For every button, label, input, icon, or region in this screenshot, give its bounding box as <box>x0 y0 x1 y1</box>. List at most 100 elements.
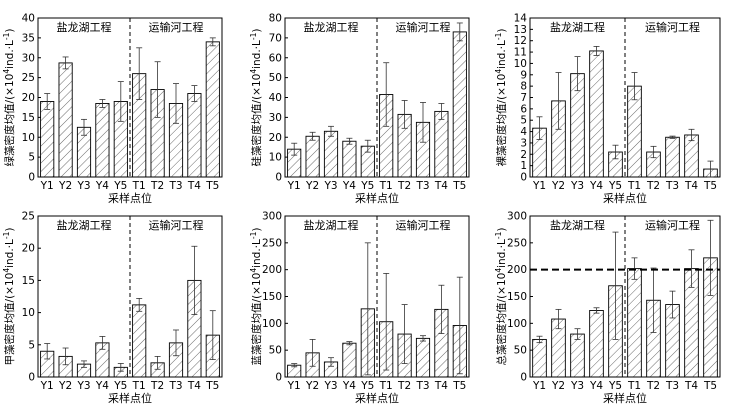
x-tick-label: Y5 <box>113 380 127 392</box>
y-axis-label-part: -1 <box>494 32 503 40</box>
y-tick-label: 9 <box>520 69 527 81</box>
bar-T5 <box>205 41 220 178</box>
y-axis-label-part: -1 <box>249 32 258 40</box>
region-label-left: 盐龙湖工程 <box>550 219 605 232</box>
x-axis-label: 采样点位 <box>108 391 152 405</box>
y-tick-label: 14 <box>514 13 528 25</box>
region-label-right: 运输河工程 <box>396 218 451 232</box>
y-tick-label: 20 <box>22 243 35 255</box>
x-tick-label: Y5 <box>360 380 374 392</box>
bar-T3 <box>665 136 680 178</box>
y-tick-label: 50 <box>514 345 527 357</box>
x-axis-label: 采样点位 <box>603 191 647 205</box>
bar-Y2 <box>305 135 320 178</box>
y-tick-label: 7 <box>520 92 527 104</box>
y-tick-label: 30 <box>22 52 35 64</box>
y-axis-label-part: -1 <box>249 231 258 239</box>
y-tick-label: 40 <box>269 92 282 104</box>
y-axis-label-part: 4 <box>2 268 11 273</box>
x-axis-label: 采样点位 <box>355 191 399 205</box>
x-tick-label: Y1 <box>40 380 54 392</box>
y-axis-label-part: /(×10 <box>496 74 508 104</box>
y-axis-label-part: 蓝藻密度均值 <box>250 302 263 365</box>
x-tick-label: T1 <box>379 180 393 192</box>
y-axis-label-part: 4 <box>494 69 503 74</box>
y-axis-label-part: ) <box>251 228 263 232</box>
y-tick-label: 12 <box>514 35 527 47</box>
y-tick-label: 40 <box>22 13 35 25</box>
bar-T4 <box>434 110 449 178</box>
x-tick-label: Y1 <box>532 180 546 192</box>
bar-T1 <box>132 304 147 378</box>
x-tick-label: T4 <box>187 380 201 392</box>
x-axis-label: 采样点位 <box>603 391 647 405</box>
y-axis-label: 硅藻密度均值/(×104ind.·L-1) <box>249 29 263 167</box>
y-tick-label: 6 <box>520 103 527 115</box>
y-axis-label-part: /(×10 <box>496 273 508 303</box>
x-tick-label: Y3 <box>323 180 337 192</box>
y-axis-label-part: -1 <box>2 231 11 239</box>
bar-Y3 <box>323 130 339 178</box>
bar-T3 <box>415 337 431 378</box>
x-tick-label: T4 <box>434 180 448 192</box>
x-tick-label: Y2 <box>551 180 565 192</box>
region-label-right: 运输河工程 <box>645 218 700 232</box>
x-tick-label: T3 <box>415 180 429 192</box>
x-tick-label: T5 <box>703 180 717 192</box>
x-tick-label: Y1 <box>532 380 546 392</box>
x-tick-label: T2 <box>397 380 411 392</box>
bar-T1 <box>627 268 642 378</box>
y-axis-label: 总藻密度均值/(×104ind.·L-1) <box>494 228 508 366</box>
y-axis-label-part: 绿藻密度均值 <box>3 103 16 166</box>
y-tick-label: 0 <box>28 372 35 384</box>
x-tick-label: T3 <box>665 180 679 192</box>
x-tick-label: Y4 <box>589 180 603 192</box>
x-tick-label: T1 <box>627 380 641 392</box>
y-axis-label-part: 总藻密度均值 <box>495 302 508 365</box>
y-axis-label-part: -1 <box>2 32 11 40</box>
y-tick-label: 35 <box>22 32 35 44</box>
x-tick-label: T2 <box>397 180 411 192</box>
x-axis-label: 采样点位 <box>355 391 399 405</box>
x-tick-label: T5 <box>452 380 466 392</box>
x-tick-label: Y1 <box>40 180 54 192</box>
y-tick-label: 50 <box>269 72 282 84</box>
y-tick-label: 300 <box>507 211 527 223</box>
x-tick-label: T2 <box>646 380 660 392</box>
x-tick-label: Y5 <box>113 180 127 192</box>
y-tick-label: 100 <box>262 318 282 330</box>
y-axis-label-part: ) <box>251 29 263 33</box>
y-axis-label: 裸藻密度均值/(×104ind.·L-1) <box>494 29 508 167</box>
y-tick-label: 150 <box>262 291 282 303</box>
region-label-left: 盐龙湖工程 <box>304 21 359 34</box>
y-axis-label-part: 4 <box>494 268 503 273</box>
region-label-right: 运输河工程 <box>149 20 204 34</box>
y-tick-label: 200 <box>262 264 282 276</box>
x-tick-label: Y5 <box>608 380 622 392</box>
y-tick-label: 80 <box>269 13 282 25</box>
panel-6: 0 50 100 150 200 250 300 盐龙湖工程 运输河工程 Y1 Y2 Y3 Y4 Y5 T1… <box>494 211 721 405</box>
x-tick-label: T5 <box>205 380 219 392</box>
x-tick-label: Y4 <box>589 380 603 392</box>
y-axis-label-part: ) <box>4 228 16 232</box>
x-tick-label: T2 <box>150 180 164 192</box>
y-tick-label: 300 <box>262 211 282 223</box>
bar-Y4 <box>95 103 110 178</box>
y-axis-label: 绿藻密度均值/(×104ind.·L-1) <box>2 29 16 167</box>
y-axis-label-part: 甲藻密度均值 <box>3 302 16 365</box>
x-tick-label: Y2 <box>305 380 319 392</box>
x-tick-label: T4 <box>187 180 201 192</box>
bar-Y4 <box>589 50 604 178</box>
y-tick-label: 0 <box>520 172 527 184</box>
y-tick-label: 200 <box>507 264 527 276</box>
y-tick-label: 10 <box>22 132 35 144</box>
x-tick-label: T4 <box>434 380 448 392</box>
y-tick-label: 10 <box>514 58 527 70</box>
y-tick-label: 5 <box>28 339 35 351</box>
y-tick-label: 250 <box>507 237 527 249</box>
x-tick-label: Y2 <box>58 180 72 192</box>
bar-Y4 <box>342 342 357 378</box>
x-tick-label: T4 <box>684 380 698 392</box>
x-axis-label: 采样点位 <box>108 191 152 205</box>
